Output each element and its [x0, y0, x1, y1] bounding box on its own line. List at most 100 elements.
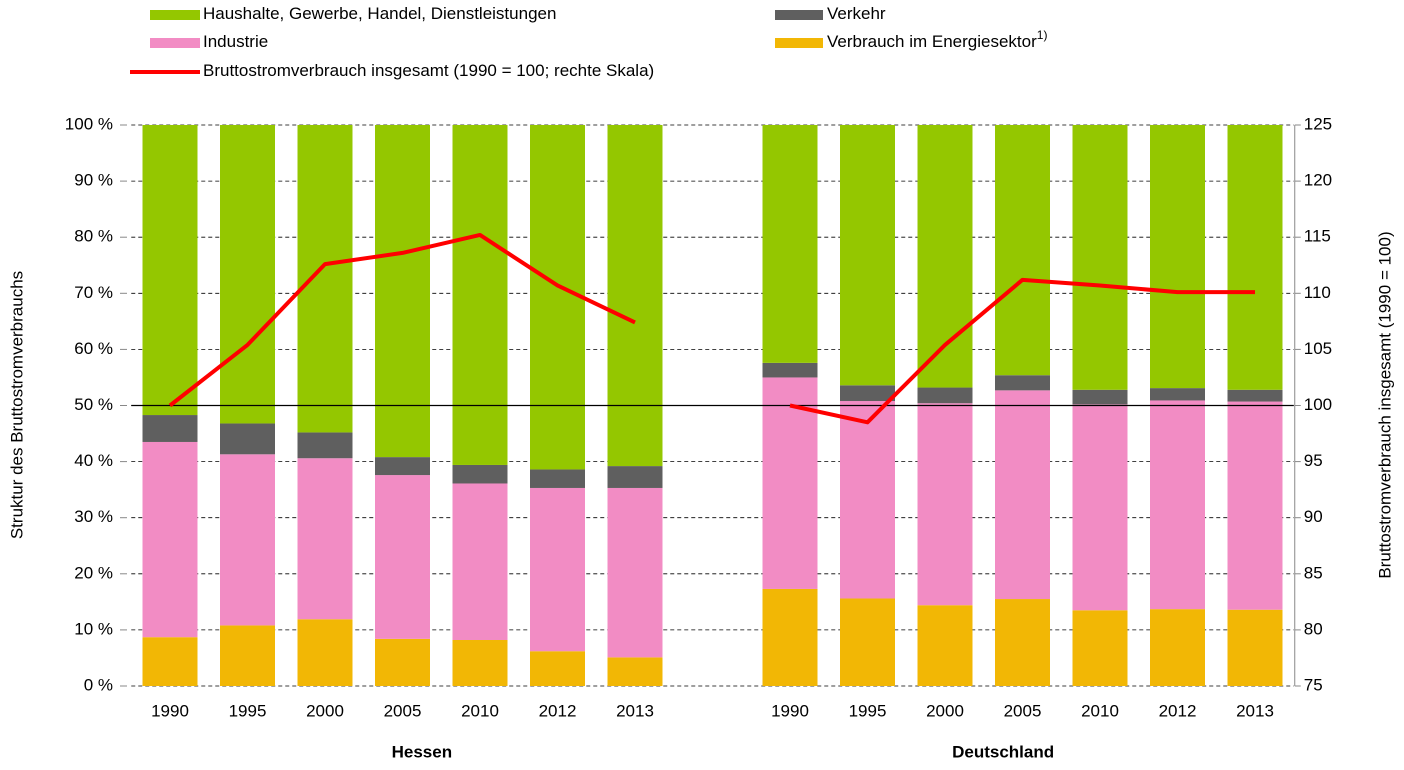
- legend-label: Verbrauch im Energiesektor1): [827, 28, 1047, 51]
- y-tick-label: 0 %: [84, 675, 113, 694]
- y-tick-label: 30 %: [74, 507, 113, 526]
- bar-segment: [1227, 609, 1283, 686]
- x-tick-label: 2010: [1081, 701, 1119, 720]
- y-tick-label: 10 %: [74, 619, 113, 638]
- bar-segment: [607, 487, 663, 658]
- y-axis-label: Struktur des Bruttostromverbrauchs: [7, 271, 26, 539]
- bar-segment: [1072, 389, 1128, 405]
- y-tick-label: 70 %: [74, 283, 113, 302]
- bar-segment: [452, 125, 508, 465]
- bar-segment: [1150, 609, 1205, 686]
- bar-segment: [917, 605, 973, 686]
- y2-tick-label: 125: [1304, 114, 1332, 133]
- bar-segment: [297, 125, 353, 433]
- y2-tick-label: 110: [1304, 283, 1331, 302]
- bar-segment: [1227, 125, 1283, 390]
- bar-segment: [840, 385, 895, 402]
- bar-segment: [995, 390, 1050, 600]
- bar-segment: [142, 125, 198, 416]
- x-tick-label: 2005: [384, 701, 422, 720]
- bar-segment: [1227, 389, 1283, 402]
- legend-text: Verkehr: [827, 4, 886, 23]
- bar-segment: [530, 125, 585, 470]
- bar-segment: [375, 125, 430, 458]
- bar-segment: [995, 599, 1050, 686]
- x-tick-label: 1995: [229, 701, 267, 720]
- bar-segment: [607, 657, 663, 686]
- y2-tick-label: 105: [1304, 339, 1332, 358]
- y-tick-label: 50 %: [74, 395, 113, 414]
- x-tick-label: 1995: [849, 701, 887, 720]
- x-tick-label: 2013: [616, 701, 654, 720]
- y2-tick-label: 80: [1304, 619, 1323, 638]
- x-tick-label: 2010: [461, 701, 499, 720]
- bar-segment: [142, 441, 198, 638]
- bar-segment: [1072, 404, 1128, 611]
- bar-segment: [762, 377, 818, 589]
- bar-segment: [452, 483, 508, 640]
- line-series: [168, 232, 1255, 425]
- y2-tick-label: 95: [1304, 451, 1323, 470]
- bar-segment: [297, 458, 353, 620]
- legend-label: Haushalte, Gewerbe, Handel, Dienstleistu…: [203, 4, 556, 23]
- bar-segment: [220, 125, 275, 424]
- x-tick-label: 2000: [926, 701, 964, 720]
- bar-segment: [1227, 401, 1283, 610]
- bar-segment: [452, 464, 508, 484]
- y-tick-label: 100 %: [65, 114, 113, 133]
- bar-segment: [762, 588, 818, 686]
- bar-segment: [220, 423, 275, 455]
- y2-axis-label: Bruttostromverbrauch insgesamt (1990 = 1…: [1375, 231, 1394, 578]
- legend-label: Bruttostromverbrauch insgesamt (1990 = 1…: [203, 61, 654, 80]
- bar-segment: [530, 651, 585, 686]
- bar-segment: [1150, 388, 1205, 401]
- bar-segment: [297, 619, 353, 686]
- bar-segment: [530, 487, 585, 652]
- bar-segment: [762, 362, 818, 378]
- bar-segment: [1150, 400, 1205, 610]
- bar-segment: [530, 469, 585, 488]
- bar-segment: [375, 638, 430, 686]
- bar-segment: [995, 125, 1050, 376]
- bar-segment: [452, 639, 508, 686]
- bar-segment: [1072, 610, 1128, 686]
- legend-text: Verbrauch im Energiesektor: [827, 32, 1037, 51]
- x-tick-label: 2012: [1159, 701, 1197, 720]
- y-tick-label: 20 %: [74, 563, 113, 582]
- group-label: Hessen: [392, 742, 452, 761]
- x-tick-label: 1990: [771, 701, 809, 720]
- x-tick-label: 2013: [1236, 701, 1274, 720]
- legend-swatch: [775, 10, 823, 20]
- y-tick-label: 60 %: [74, 339, 113, 358]
- y2-tick-label: 75: [1304, 675, 1323, 694]
- bar-segment: [762, 125, 818, 363]
- legend-text: Haushalte, Gewerbe, Handel, Dienstleistu…: [203, 4, 556, 23]
- y-tick-label: 80 %: [74, 227, 113, 246]
- bar-segment: [220, 625, 275, 686]
- bar-segment: [917, 387, 973, 404]
- x-tick-label: 2000: [306, 701, 344, 720]
- y2-tick-label: 115: [1304, 227, 1331, 246]
- y-tick-label: 40 %: [74, 451, 113, 470]
- x-tick-label: 2012: [539, 701, 577, 720]
- group-label: Deutschland: [952, 742, 1054, 761]
- y2-tick-label: 85: [1304, 563, 1323, 582]
- legend-text: Industrie: [203, 32, 268, 51]
- y-tick-label: 90 %: [74, 171, 113, 190]
- bar-segment: [375, 475, 430, 639]
- y2-tick-label: 90: [1304, 507, 1323, 526]
- bar-segment: [1150, 125, 1205, 389]
- bar-segment: [142, 637, 198, 686]
- legend-text: Bruttostromverbrauch insgesamt (1990 = 1…: [203, 61, 654, 80]
- bar-segment: [840, 401, 895, 599]
- y2-tick-label: 120: [1304, 171, 1332, 190]
- legend-label: Industrie: [203, 32, 268, 51]
- bar-segment: [220, 454, 275, 626]
- legend-label: Verkehr: [827, 4, 886, 23]
- bar-segment: [297, 432, 353, 459]
- bar-segment: [917, 125, 973, 388]
- bar-segment: [840, 125, 895, 386]
- bar-segment: [607, 125, 663, 467]
